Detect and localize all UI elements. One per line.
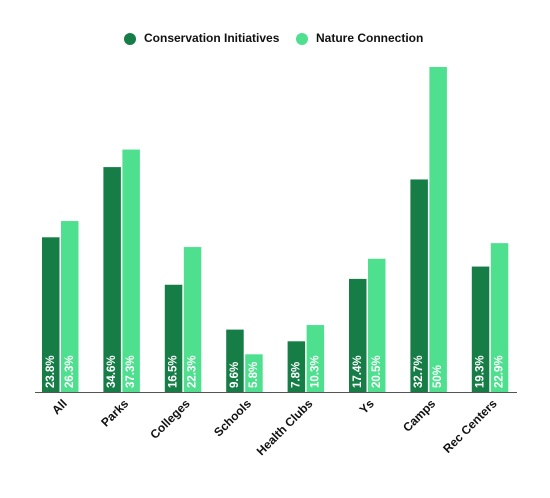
x-tick-label: Schools (211, 396, 254, 439)
value-label: 37.3% (125, 355, 137, 388)
x-tick-label: Parks (98, 396, 131, 429)
bar (103, 167, 121, 392)
bar (429, 67, 447, 392)
value-label: 50% (432, 365, 444, 388)
legend-marker (124, 33, 136, 45)
bar (287, 341, 306, 392)
x-tick-label: Camps (400, 396, 438, 434)
value-label: 20.5% (371, 355, 383, 388)
value-label: 17.4% (352, 355, 364, 388)
bar (122, 149, 140, 392)
bar (183, 247, 202, 392)
value-label: 26.3% (64, 355, 76, 388)
value-label: 23.8% (45, 355, 57, 388)
value-label: 9.6% (229, 362, 241, 388)
value-label: 7.8% (290, 362, 302, 388)
legend-marker (296, 33, 308, 45)
bar (368, 258, 386, 392)
bar (164, 284, 183, 392)
value-label: 19.3% (475, 355, 487, 388)
bar (471, 266, 490, 392)
bar (42, 237, 60, 392)
value-label: 16.5% (168, 355, 180, 388)
legend-label: Conservation Initiatives (144, 31, 280, 45)
bar (410, 179, 428, 392)
legend-label: Nature Connection (316, 31, 423, 45)
x-tick-label: Health Clubs (254, 396, 316, 458)
x-tick-label: Colleges (147, 396, 192, 441)
value-label: 22.9% (494, 355, 506, 388)
x-tick-label: Ys (357, 396, 378, 417)
bar (226, 329, 244, 392)
x-tick-label: All (49, 396, 70, 417)
bar (306, 325, 325, 392)
value-label: 5.8% (248, 362, 260, 388)
bar (61, 221, 79, 392)
value-label: 34.6% (106, 355, 118, 388)
value-label: 22.3% (187, 355, 199, 388)
bar (245, 354, 263, 392)
bar (490, 243, 509, 392)
value-label: 32.7% (413, 355, 425, 388)
value-label: 10.3% (309, 355, 321, 388)
bar (349, 278, 367, 392)
x-tick-label: Rec Centers (440, 396, 500, 456)
